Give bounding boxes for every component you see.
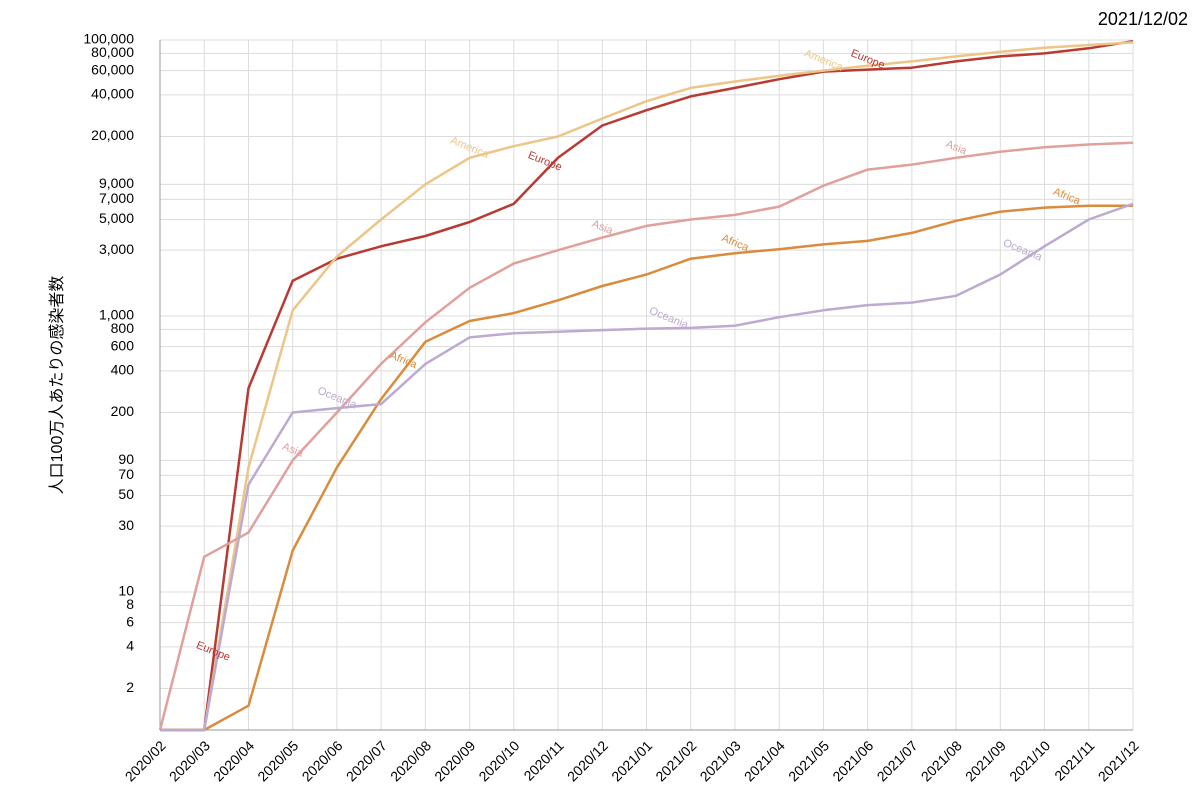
x-tick-label: 2020/12: [564, 737, 611, 784]
x-tick-label: 2021/01: [608, 737, 655, 784]
series-line: [160, 204, 1133, 732]
x-tick-label: 2021/06: [829, 737, 876, 784]
y-tick-label: 10: [118, 583, 134, 599]
date-label: 2021/12/02: [1098, 9, 1188, 29]
x-tick-label: 2020/08: [387, 737, 434, 784]
y-tick-label: 30: [118, 517, 134, 533]
series-label: Africa: [1051, 186, 1082, 208]
y-tick-label: 2: [126, 679, 134, 695]
x-tick-label: 2020/11: [520, 737, 567, 784]
x-tick-label: 2020/05: [254, 737, 301, 784]
y-tick-label: 90: [118, 451, 134, 467]
series-line: [158, 141, 1134, 731]
series-line: [160, 202, 1134, 732]
y-tick-label: 5,000: [99, 210, 134, 226]
x-tick-label: 2021/07: [874, 737, 921, 784]
x-tick-label: 2021/02: [652, 737, 699, 784]
y-tick-label: 100,000: [83, 31, 134, 47]
x-tick-label: 2021/12: [1095, 737, 1142, 784]
x-tick-label: 2020/02: [122, 737, 169, 784]
x-tick-label: 2021/10: [1006, 737, 1053, 784]
y-tick-label: 8: [126, 596, 134, 612]
x-tick-label: 2020/03: [166, 737, 213, 784]
x-tick-label: 2021/04: [741, 737, 788, 784]
y-tick-label: 6: [126, 613, 134, 629]
y-tick-label: 400: [111, 362, 135, 378]
y-tick-label: 600: [111, 337, 135, 353]
y-tick-label: 7,000: [99, 190, 134, 206]
y-tick-label: 4: [126, 638, 134, 654]
y-tick-label: 80,000: [91, 44, 134, 60]
x-tick-label: 2020/07: [343, 737, 390, 784]
series-line: [160, 39, 1134, 732]
y-axis-label: 人口100万人あたりの感染者数: [48, 276, 66, 495]
x-tick-label: 2021/03: [697, 737, 744, 784]
x-tick-label: 2020/09: [431, 737, 478, 784]
y-tick-label: 800: [111, 320, 135, 336]
y-tick-label: 9,000: [99, 175, 134, 191]
y-tick-label: 70: [118, 466, 134, 482]
x-tick-label: 2020/04: [210, 737, 257, 784]
y-tick-label: 3,000: [99, 241, 134, 257]
y-tick-label: 60,000: [91, 61, 134, 77]
series-line: [160, 41, 1134, 732]
y-tick-label: 50: [118, 486, 134, 502]
y-tick-label: 20,000: [91, 127, 134, 143]
x-tick-label: 2021/08: [918, 737, 965, 784]
y-tick-label: 1,000: [99, 307, 134, 323]
x-tick-label: 2021/05: [785, 737, 832, 784]
x-tick-label: 2020/06: [299, 737, 346, 784]
x-tick-label: 2020/10: [475, 737, 522, 784]
x-tick-label: 2021/11: [1051, 737, 1098, 784]
y-tick-label: 200: [111, 403, 135, 419]
y-tick-label: 40,000: [91, 86, 134, 102]
x-tick-label: 2021/09: [962, 737, 1009, 784]
